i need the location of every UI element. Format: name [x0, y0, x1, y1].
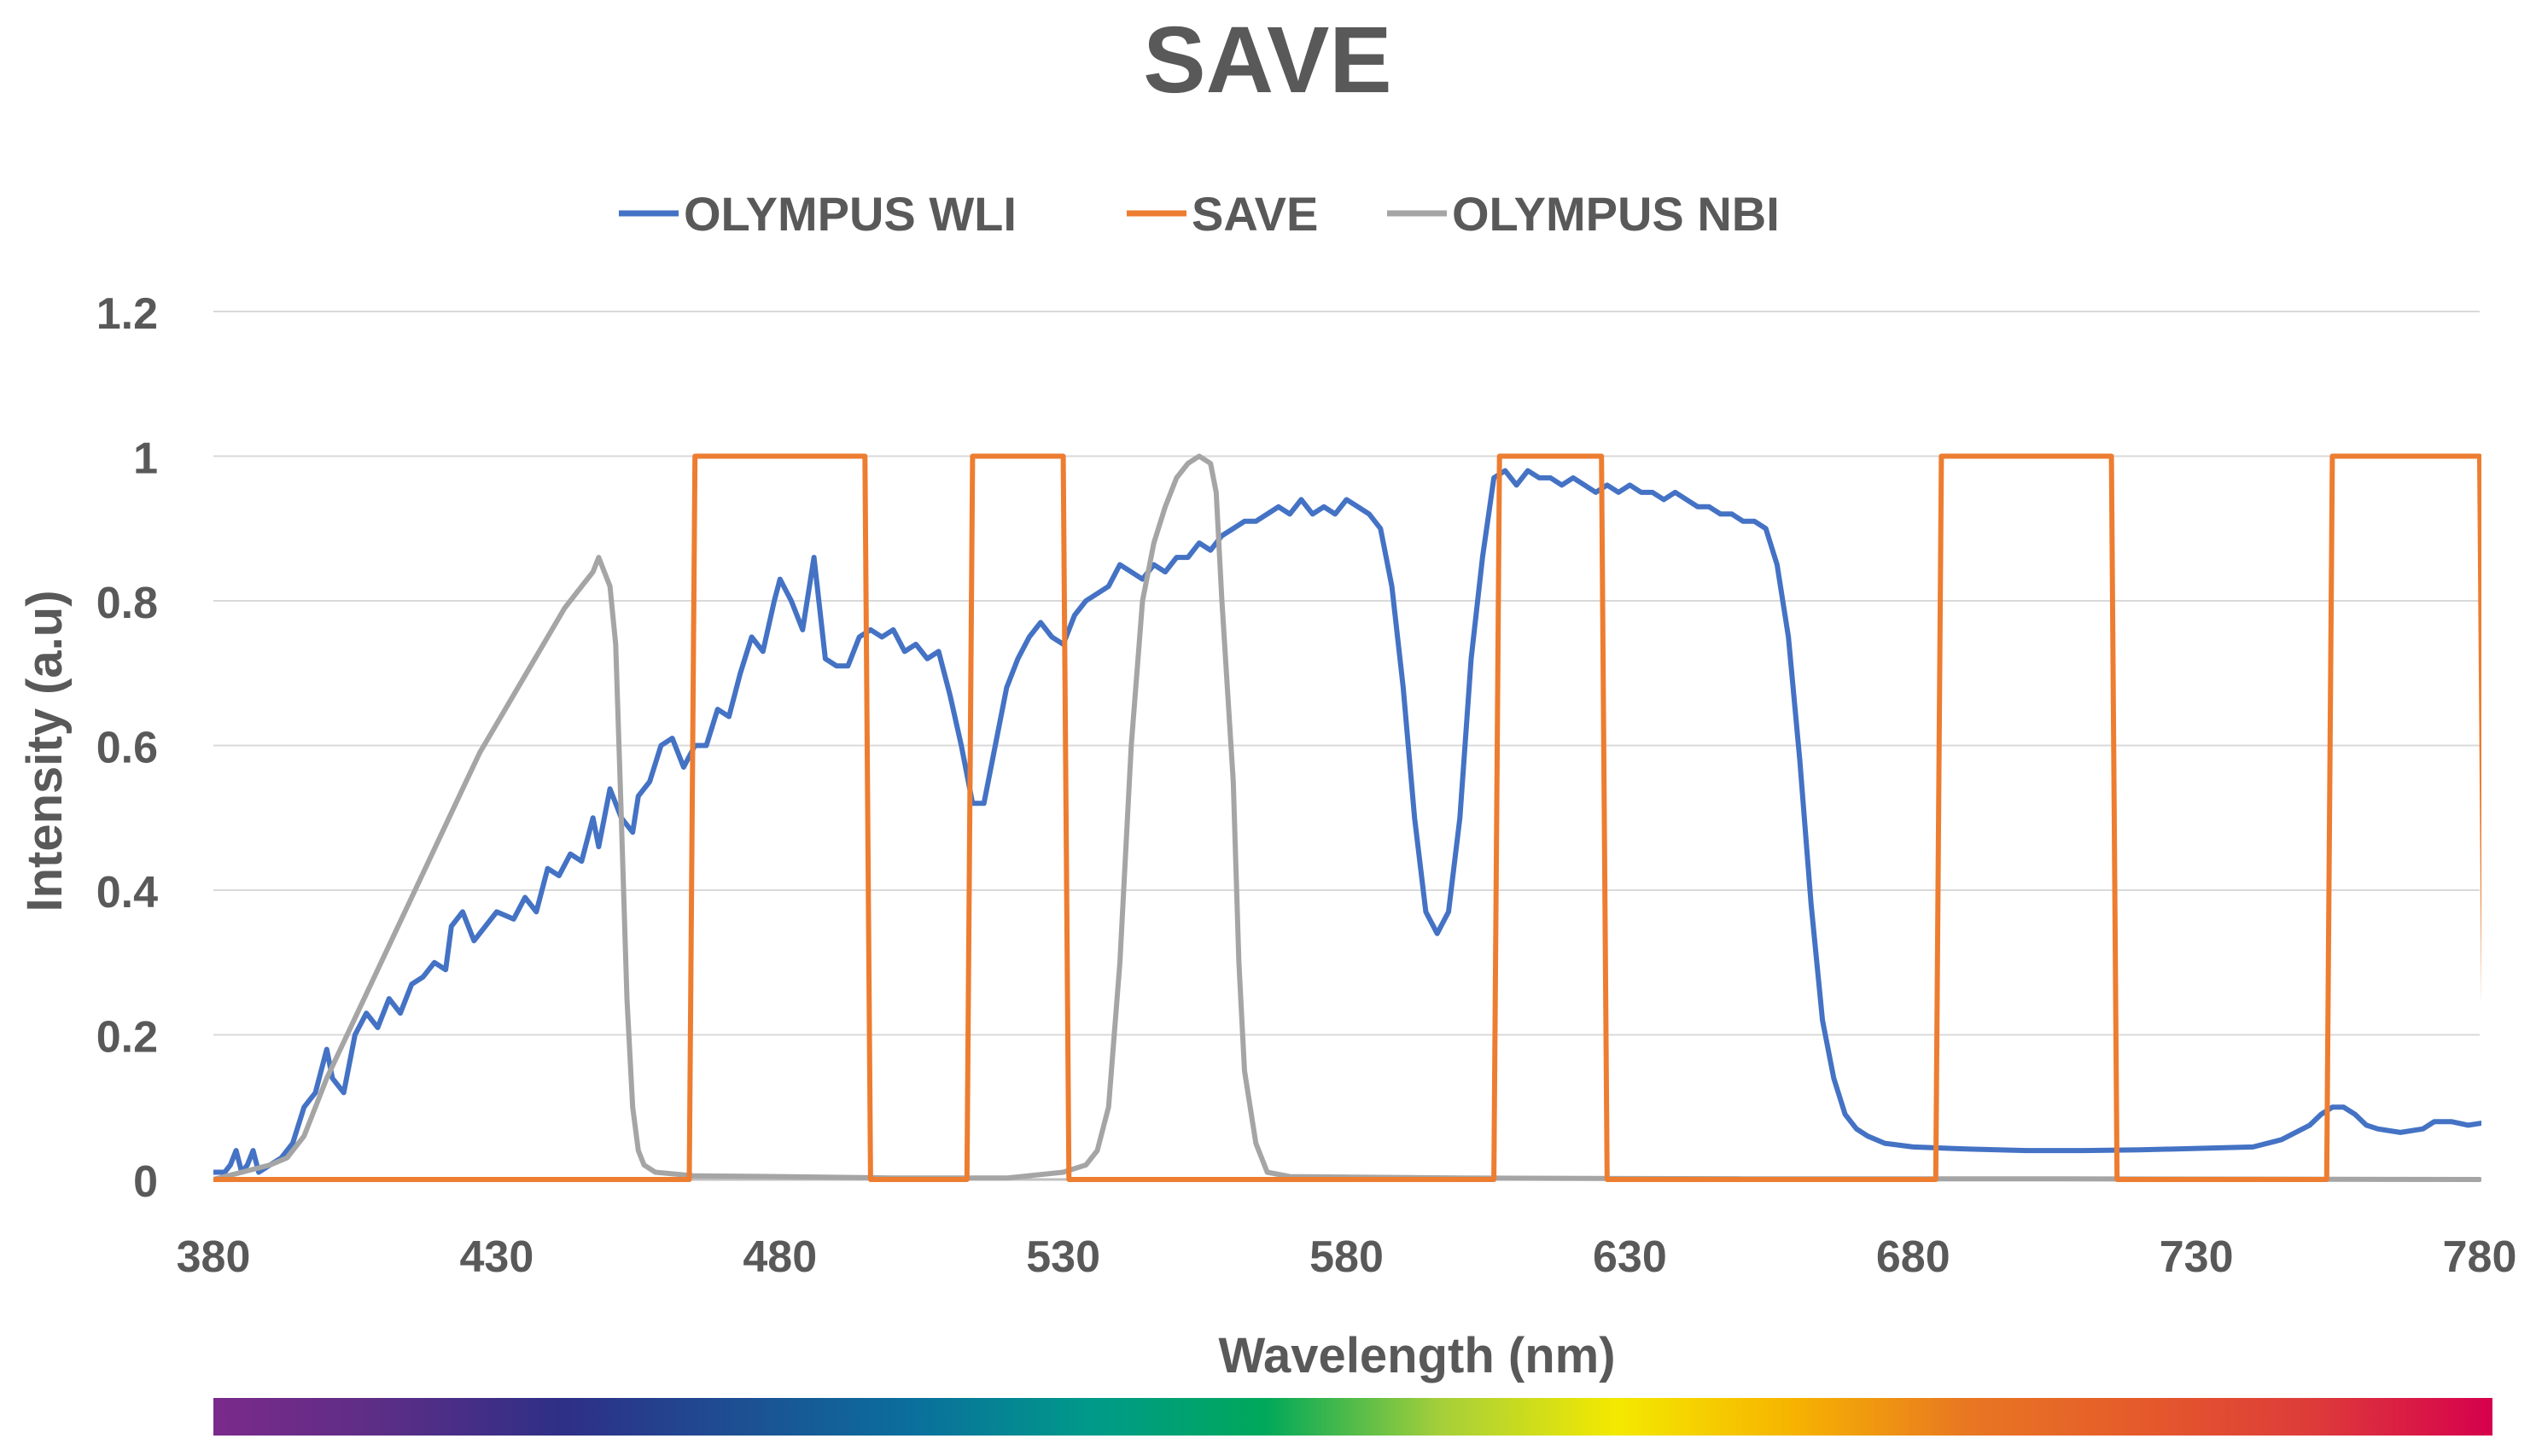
y-tick-label: 0: [133, 1157, 158, 1207]
y-tick-label: 1: [133, 434, 158, 484]
x-axis-ticks: 380 430 480 530 580 630 680 730 780: [177, 1232, 2517, 1282]
x-tick-label: 430: [459, 1232, 533, 1282]
x-tick-label: 630: [1593, 1232, 1667, 1282]
x-tick-label: 480: [743, 1232, 817, 1282]
y-tick-label: 0.4: [96, 868, 158, 917]
plot-series: [213, 453, 2481, 1182]
y-tick-label: 0.6: [96, 724, 158, 773]
legend-label: OLYMPUS WLI: [684, 187, 1017, 241]
chart-title: SAVE: [1143, 8, 1391, 113]
x-tick-label: 680: [1876, 1232, 1950, 1282]
y-tick-label: 0.8: [96, 579, 158, 628]
legend-label: SAVE: [1192, 187, 1318, 241]
series-line-olympus-nbi: [213, 453, 2481, 1182]
series-line-save: [213, 453, 2481, 1182]
y-tick-label: 0.2: [96, 1013, 158, 1063]
x-tick-label: 780: [2443, 1232, 2517, 1282]
y-axis-label: Intensity (a.u): [17, 590, 73, 911]
x-tick-label: 530: [1026, 1232, 1100, 1282]
y-tick-label: 1.2: [96, 289, 158, 339]
y-axis-ticks: 0 0.2 0.4 0.6 0.8 1 1.2: [96, 289, 158, 1207]
legend: OLYMPUS WLI SAVE OLYMPUS NBI: [619, 187, 1780, 241]
legend-label: OLYMPUS NBI: [1452, 187, 1780, 241]
visible-spectrum-bar: [213, 1398, 2492, 1436]
x-axis-label: Wavelength (nm): [1218, 1328, 1615, 1383]
x-tick-label: 380: [177, 1232, 251, 1282]
series-line-olympus-wli: [213, 468, 2481, 1175]
x-tick-label: 730: [2160, 1232, 2234, 1282]
x-tick-label: 580: [1309, 1232, 1384, 1282]
gridlines: [213, 311, 2480, 1181]
